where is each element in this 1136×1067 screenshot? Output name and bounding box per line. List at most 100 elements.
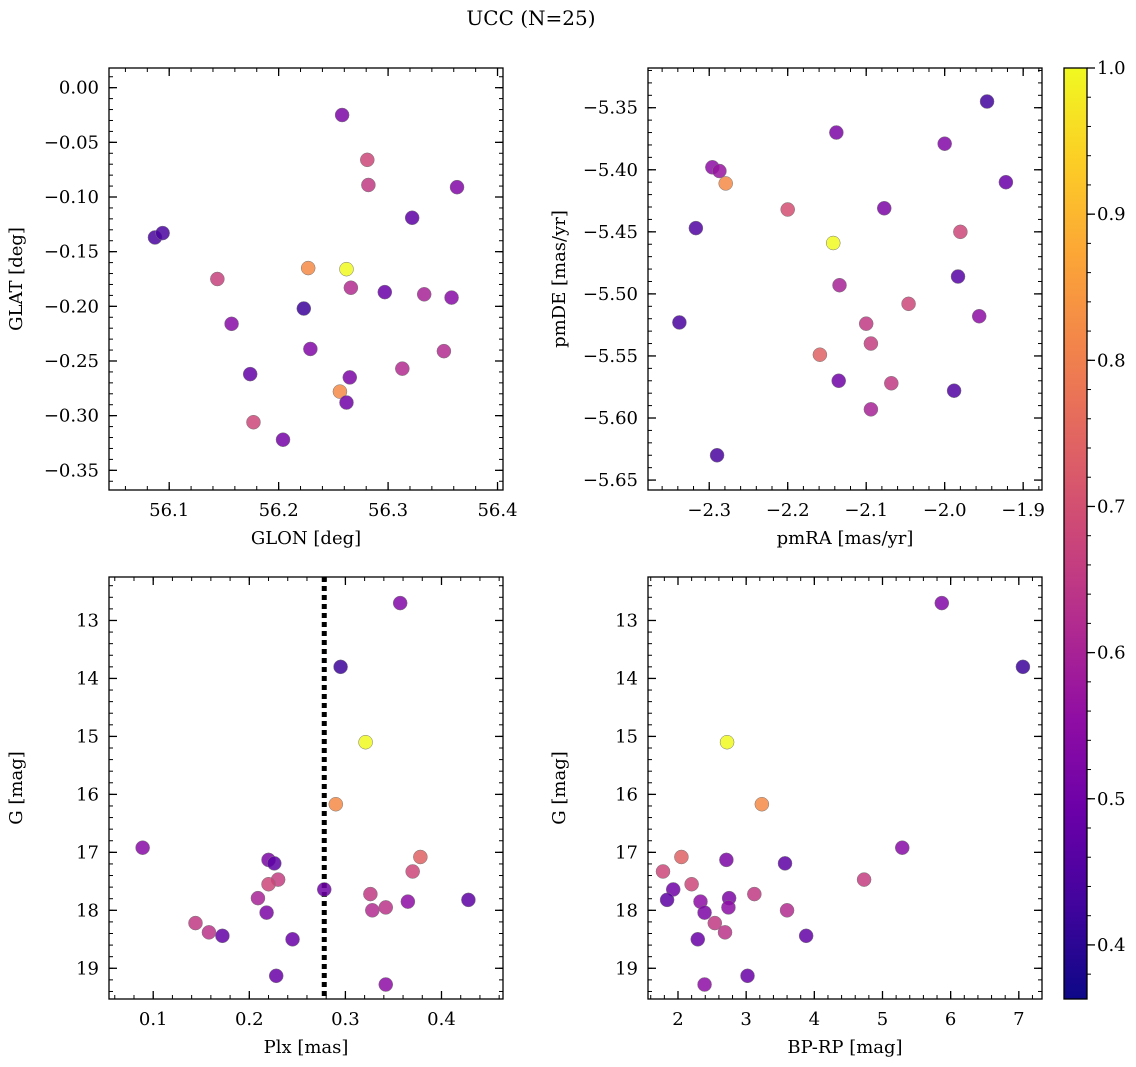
y-tick-label: 15 — [615, 726, 638, 747]
y-tick-label: −0.10 — [44, 187, 99, 208]
y-tick-label: 16 — [76, 784, 99, 805]
scatter-point — [777, 856, 793, 871]
x-tick-label: −2.0 — [923, 500, 967, 521]
scatter-point — [697, 977, 712, 992]
scatter-point — [155, 225, 170, 241]
scatter-point — [365, 903, 380, 918]
scatter-point — [317, 882, 332, 897]
y-tick-label: 19 — [615, 958, 638, 979]
scatter-point — [971, 308, 987, 324]
scatter-point — [895, 840, 910, 855]
y-tick-label: −0.05 — [44, 132, 99, 153]
scatter-point — [363, 886, 378, 902]
colorbar-tick-label: 0.8 — [1097, 350, 1126, 371]
scatter-point — [328, 796, 344, 812]
scatter-point — [659, 892, 675, 908]
y-tick-label: 18 — [76, 900, 99, 921]
y-tick-label: −5.45 — [583, 222, 638, 243]
y-tick-label: 16 — [615, 784, 638, 805]
scatter-point — [697, 905, 712, 920]
scatter-point — [937, 136, 952, 151]
scatter-point — [740, 968, 755, 984]
scatter-point — [718, 176, 733, 191]
scatter-point — [444, 290, 459, 305]
scatter-point — [392, 595, 408, 611]
scatter-point — [946, 383, 962, 398]
scatter-point — [303, 341, 318, 357]
y-axis-label: pmDE [mas/yr] — [549, 210, 570, 348]
scatter-point — [812, 347, 828, 362]
y-tick-label: 13 — [615, 610, 638, 631]
x-tick-label: 3 — [740, 1009, 751, 1030]
y-tick-label: 14 — [615, 668, 638, 689]
y-axis-label: G [mag] — [6, 751, 27, 824]
colorbar-gradient — [1064, 68, 1087, 999]
colorbar: 0.4 0.5 0.6 0.7 0.8 0.9 1.0 — [1063, 58, 1126, 1000]
x-axis-label: GLON [deg] — [251, 528, 361, 549]
x-tick-label: −2.3 — [687, 500, 731, 521]
scatter-point — [684, 876, 699, 892]
scatter-point — [979, 94, 995, 109]
scatter-point — [268, 968, 284, 984]
x-tick-label: 0.4 — [427, 1009, 456, 1030]
scatter-point — [334, 107, 350, 123]
colorbar-tick-label: 0.9 — [1097, 204, 1126, 225]
scatter-point — [405, 864, 420, 879]
scatter-point — [285, 932, 300, 947]
scatter-point — [215, 928, 230, 944]
scatter-point — [798, 928, 814, 944]
x-axis-label: BP-RP [mag] — [787, 1037, 902, 1058]
scatter-point — [275, 432, 291, 447]
x-tick-label: −1.9 — [1001, 500, 1045, 521]
scatter-point — [721, 900, 736, 915]
scatter-point — [863, 402, 879, 417]
scatter-point — [333, 659, 348, 675]
scatter-point — [339, 261, 354, 277]
x-tick-label: 7 — [1013, 1009, 1024, 1030]
y-tick-label: 15 — [76, 726, 99, 747]
y-tick-label: −0.30 — [44, 406, 99, 427]
scatter-point — [242, 366, 258, 382]
scatter-point — [655, 864, 671, 879]
scatter-point — [858, 316, 874, 331]
scatter-point — [707, 915, 723, 931]
scatter-point — [135, 840, 150, 855]
y-tick-label: −5.40 — [583, 160, 638, 181]
scatter-point — [884, 376, 899, 391]
y-tick-label: 14 — [76, 668, 99, 689]
y-tick-label: −5.55 — [583, 346, 638, 367]
scatter-point — [339, 395, 354, 410]
x-tick-label: −2.2 — [766, 500, 810, 521]
scatter-point — [259, 905, 274, 920]
scatter-point — [224, 316, 239, 332]
y-tick-label: −0.15 — [44, 242, 99, 263]
scatter-point — [267, 856, 282, 871]
scatter-point — [361, 177, 376, 193]
axes-frame — [647, 576, 1043, 1000]
y-tick-label: 17 — [76, 842, 99, 863]
y-tick-label: −5.50 — [583, 284, 638, 305]
scatter-point — [395, 361, 410, 376]
scatter-point — [779, 903, 795, 918]
y-tick-label: −5.35 — [583, 98, 638, 119]
x-axis-label: pmRA [mas/yr] — [777, 528, 914, 549]
y-axis-label: G [mag] — [549, 751, 570, 824]
y-tick-label: 19 — [76, 958, 99, 979]
scatter-point — [829, 125, 844, 140]
scatter-point — [358, 734, 373, 750]
y-axis-label: GLAT [deg] — [6, 227, 27, 331]
x-tick-label: 56.4 — [477, 500, 517, 521]
x-tick-label: 56.1 — [149, 500, 189, 521]
scatter-point — [876, 201, 892, 216]
scatter-point — [950, 269, 966, 284]
scatter-point — [754, 796, 770, 812]
x-tick-label: 2 — [672, 1009, 683, 1030]
scatter-point — [780, 202, 795, 217]
x-tick-label: 5 — [877, 1009, 888, 1030]
colorbar-frame — [1063, 67, 1088, 1000]
panel-4: 2 3 4 5 6 7 13 14 15 16 17 18 19 BP-RP [mag] G [mag] — [549, 576, 1043, 1058]
scatter-point — [712, 163, 727, 179]
scatter-point — [1015, 659, 1031, 675]
scatter-point — [400, 894, 416, 909]
